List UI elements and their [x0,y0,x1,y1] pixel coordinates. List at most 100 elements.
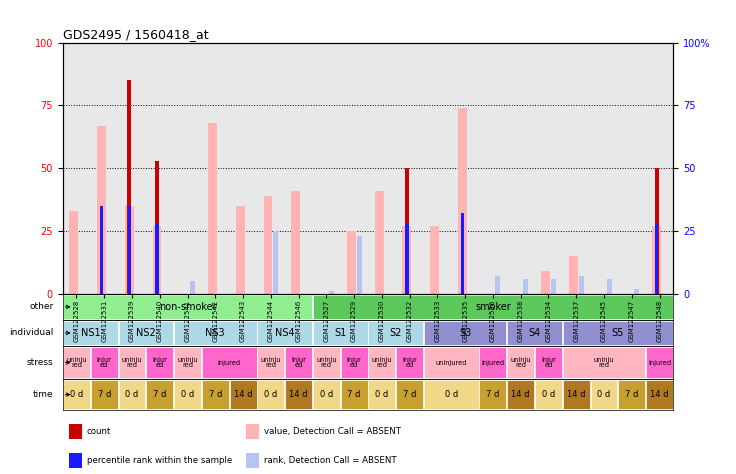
Bar [563,321,673,345]
Bar [273,231,278,294]
Text: uninju
red: uninju red [372,357,392,368]
Bar [97,126,106,294]
Bar [313,321,367,345]
Text: uninju
red: uninju red [316,357,336,368]
Text: rank, Detection Call = ABSENT: rank, Detection Call = ABSENT [264,456,397,465]
Text: 14 d: 14 d [234,390,252,399]
Text: uninju
red: uninju red [66,357,87,368]
Bar [479,347,506,378]
Text: 7 d: 7 d [153,390,166,399]
Bar [246,453,259,468]
Text: 0 d: 0 d [125,390,138,399]
Bar [100,206,103,294]
Text: 0 d: 0 d [598,390,611,399]
Bar [396,347,423,378]
Bar [155,161,159,294]
Bar [63,321,118,345]
Text: 0 d: 0 d [181,390,194,399]
Bar [357,236,361,294]
Bar [236,206,244,294]
Text: NS4: NS4 [275,328,294,338]
Text: 14 d: 14 d [289,390,308,399]
Text: injur
ed: injur ed [291,357,306,368]
Text: 7 d: 7 d [347,390,361,399]
Text: uninju
red: uninju red [177,357,198,368]
Bar [91,347,118,378]
Bar [127,206,131,294]
Text: S1: S1 [334,328,347,338]
Text: NS1: NS1 [80,328,100,338]
Bar [563,380,590,409]
Text: stress: stress [26,358,54,367]
Bar [369,380,395,409]
Bar [535,347,562,378]
Text: injured: injured [218,360,241,365]
Bar [652,226,661,294]
Text: 14 d: 14 d [512,390,530,399]
Bar [507,321,562,345]
Text: uninju
red: uninju red [594,357,615,368]
Text: 7 d: 7 d [208,390,222,399]
Bar [479,380,506,409]
Text: injur
ed: injur ed [152,357,167,368]
Bar [63,295,312,319]
Bar [563,347,645,378]
Bar [246,424,259,439]
Text: NS3: NS3 [205,328,225,338]
Text: 14 d: 14 d [567,390,586,399]
Bar [535,380,562,409]
Bar [146,380,173,409]
Bar [341,347,367,378]
Bar [202,347,257,378]
Bar [152,226,161,294]
Bar [461,213,464,294]
Bar [258,347,284,378]
Bar [91,380,118,409]
Bar [551,279,556,294]
Text: 0 d: 0 d [264,390,277,399]
Bar [125,206,134,294]
Bar [347,231,355,294]
Text: uninju
red: uninju red [511,357,531,368]
Bar [118,347,146,378]
Text: injur
ed: injur ed [402,357,417,368]
Text: injur
ed: injur ed [347,357,361,368]
Text: injured: injured [648,360,671,365]
Text: injured: injured [481,360,504,365]
Bar [403,226,411,294]
Bar [63,347,90,378]
Bar [118,380,146,409]
Text: individual: individual [9,328,54,337]
Text: uninju
red: uninju red [261,357,281,368]
Text: 0 d: 0 d [70,390,83,399]
Bar [258,380,284,409]
Bar [655,224,659,294]
Text: value, Detection Call = ABSENT: value, Detection Call = ABSENT [264,427,401,436]
Text: S2: S2 [389,328,402,338]
Bar [495,276,500,294]
Bar [285,347,312,378]
Text: S3: S3 [459,328,471,338]
Bar [285,380,312,409]
Bar [230,380,257,409]
Bar [634,289,640,294]
Text: injur
ed: injur ed [541,357,556,368]
Text: 0 d: 0 d [445,390,458,399]
Bar [291,191,300,294]
Bar [313,347,340,378]
Bar [202,380,229,409]
Bar [174,321,257,345]
Text: count: count [87,427,111,436]
Bar [405,168,409,294]
Bar [341,380,367,409]
Bar [174,380,201,409]
Bar [68,453,82,468]
Text: injur
ed: injur ed [96,357,112,368]
Bar [646,380,673,409]
Text: 0 d: 0 d [319,390,333,399]
Text: 14 d: 14 d [651,390,669,399]
Bar [68,424,82,439]
Bar [655,168,659,294]
Bar [127,80,131,294]
Text: 7 d: 7 d [403,390,417,399]
